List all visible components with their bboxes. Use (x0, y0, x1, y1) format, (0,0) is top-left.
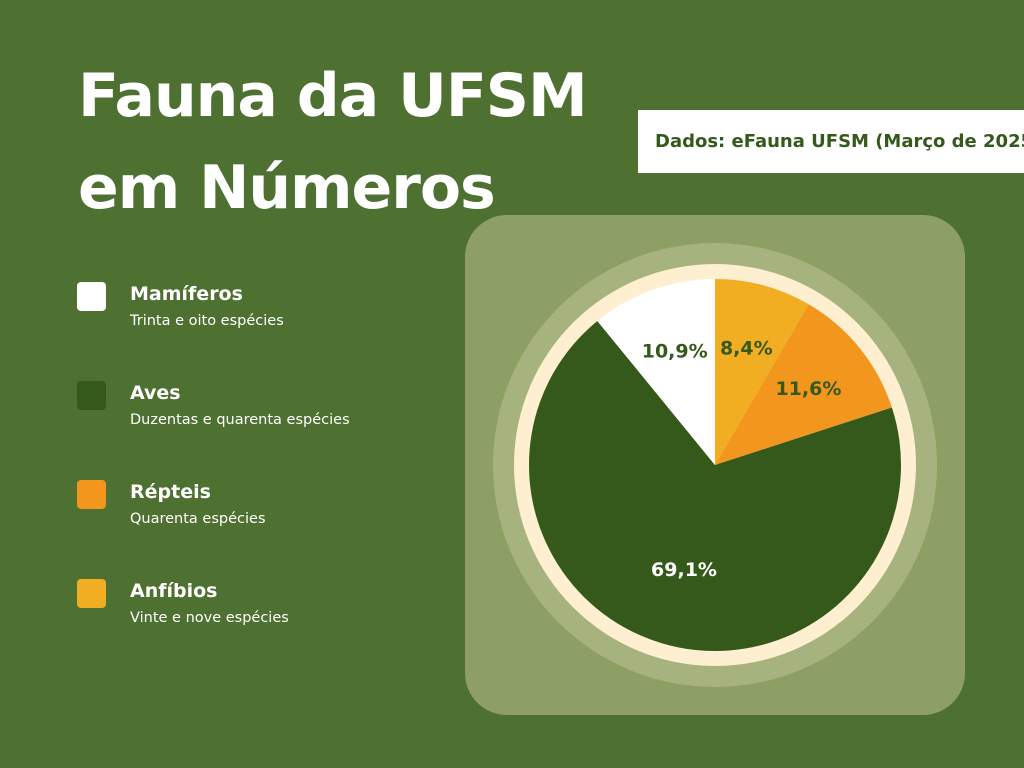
legend-swatch (77, 282, 106, 311)
pie-slice-repteis (715, 304, 892, 465)
legend-name: Anfíbios (130, 580, 218, 602)
legend-desc: Quarenta espécies (130, 511, 266, 527)
pie-label-mamiferos: 10,9% (642, 341, 708, 363)
title-line-1: Fauna da UFSM (78, 61, 588, 131)
pie-label-anfibios: 8,4% (720, 338, 773, 360)
legend-desc: Vinte e nove espécies (130, 610, 289, 626)
legend-desc: Trinta e oito espécies (130, 313, 284, 329)
pie-label-repteis: 11,6% (775, 378, 841, 400)
legend-name: Mamíferos (130, 283, 243, 305)
legend-name: Aves (130, 382, 181, 404)
title-line-2: em Números (78, 153, 496, 223)
legend-name: Répteis (130, 481, 211, 503)
page-title: Fauna da UFSM em Números (78, 50, 588, 234)
legend-swatch (77, 579, 106, 608)
pie-slices (529, 279, 902, 651)
pie-label-aves: 69,1% (651, 559, 717, 581)
pie-labels: 8,4%11,6% 69,1% 10,9% (642, 338, 842, 581)
legend-desc: Duzentas e quarenta espécies (130, 412, 350, 428)
pie-slice-mamiferos (597, 279, 715, 465)
pie-slice-aves (529, 320, 902, 651)
legend-swatch (77, 381, 106, 410)
source-badge: Dados: eFauna UFSM (Março de 2025) (638, 110, 1024, 173)
pie-slice-anfibios (715, 279, 809, 465)
legend-swatch (77, 480, 106, 509)
pie-chart: 8,4%11,6% 69,1% 10,9% (493, 243, 937, 687)
